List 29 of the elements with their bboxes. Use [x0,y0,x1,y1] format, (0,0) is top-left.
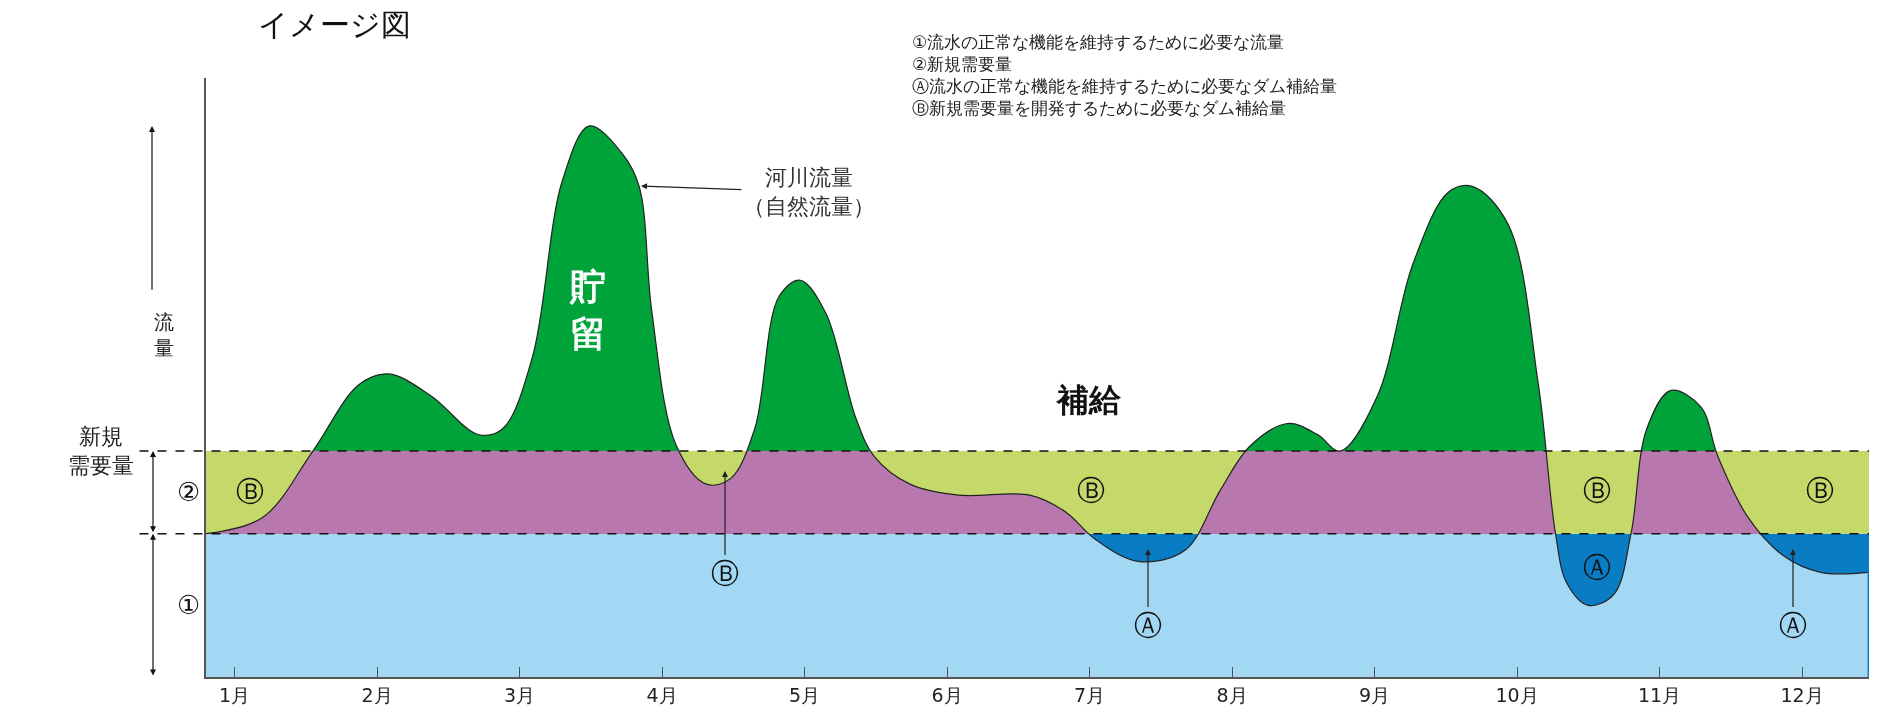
x-tick-label: 6月 [931,683,963,706]
annotation: 河川流量（自然流量） [743,165,875,219]
y-axis-title: 流量 [154,310,174,360]
annotation: 貯留 [569,266,606,354]
x-tick-label: 12月 [1780,683,1824,706]
x-tick-label: 1月 [218,683,251,706]
x-tick-label: 8月 [1216,683,1248,706]
annotation: Ⓑ [1806,474,1834,507]
annotation: Ⓐ [1583,551,1611,584]
band-label: ② [177,477,201,507]
annotation: Ⓑ [236,475,264,508]
chart-title: イメージ図 [258,7,411,42]
text: ①流水の正常な機能を維持するために必要な流量 ②新規需要量 Ⓐ流水の正常な機能を維持するために必要なダム補給量 Ⓑ新規需要量を開発するために必要なダム補給量 [912,32,1337,119]
annotation: Ⓐ [1134,609,1162,642]
x-tick-label: 10月 [1495,683,1539,706]
x-tick-label: 11月 [1637,683,1682,706]
x-tick-label: 3月 [503,683,536,706]
annotation: Ⓑ [1077,474,1105,507]
annotation: 補給 [1055,381,1122,419]
x-tick-label: 2月 [361,683,393,706]
x-tick-label: 7月 [1073,683,1106,706]
annotation: Ⓑ [711,557,739,590]
x-tick-label: 9月 [1358,683,1391,706]
x-tick-label: 4月 [646,683,678,706]
annotation: Ⓐ [1779,609,1807,642]
x-tick-label: 5月 [788,683,821,706]
ref-line-label: 新規需要量 [68,424,134,478]
band-label: ① [177,590,201,620]
annotation: Ⓑ [1583,474,1611,507]
